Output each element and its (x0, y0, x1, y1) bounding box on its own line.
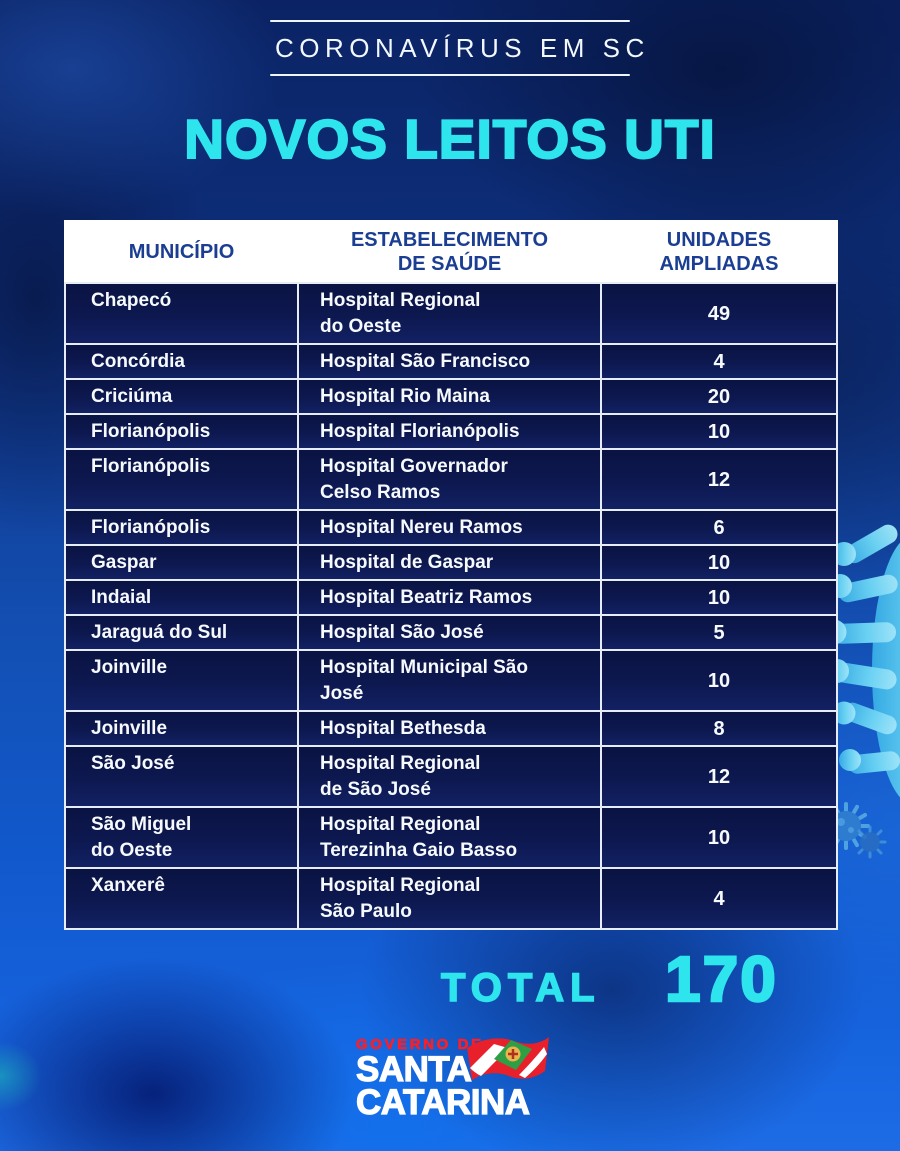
logo-name-line1: SANTA (355, 1050, 472, 1089)
table-header: MUNICÍPIO ESTABELECIMENTO DE SAÚDE UNIDA… (64, 220, 838, 284)
total-label: TOTAL (440, 965, 601, 1011)
table-header-row: MUNICÍPIO ESTABELECIMENTO DE SAÚDE UNIDA… (64, 220, 838, 284)
uti-beds-table: MUNICÍPIO ESTABELECIMENTO DE SAÚDE UNIDA… (64, 220, 838, 930)
table-row: Joinville Hospital Bethesda 8 (64, 710, 838, 747)
units-cell: 8 (600, 710, 838, 747)
units-cell: 49 (600, 282, 838, 345)
hospital-cell: Hospital São José (297, 614, 602, 651)
hospital-cell: Hospital Regional São Paulo (297, 867, 602, 930)
units-cell: 12 (600, 448, 838, 511)
hospital-cell: Hospital São Francisco (297, 343, 602, 380)
hospital-cell: Hospital Governador Celso Ramos (297, 448, 602, 511)
hospital-cell: Hospital Regional de São José (297, 745, 602, 808)
municipality-cell: Jaraguá do Sul (64, 614, 299, 651)
municipality-cell: Florianópolis (64, 413, 299, 450)
col-header-estabelecimento: ESTABELECIMENTO DE SAÚDE (297, 220, 602, 284)
table-row: Joinville Hospital Municipal São José 10 (64, 649, 838, 712)
santa-catarina-flag-icon (467, 1037, 549, 1080)
logo-name-line2: CATARINA (355, 1083, 530, 1122)
logo-kicker: GOVERNO DE (356, 1036, 484, 1054)
municipality-cell: São José (64, 745, 299, 808)
total-value: 170 (664, 942, 778, 1017)
municipality-cell: Joinville (64, 649, 299, 712)
units-cell: 10 (600, 806, 838, 869)
hospital-cell: Hospital Municipal São José (297, 649, 602, 712)
units-cell: 10 (600, 413, 838, 450)
municipality-cell: Concórdia (64, 343, 299, 380)
units-cell: 4 (600, 867, 838, 930)
table-row: São José Hospital Regional de São José 12 (64, 745, 838, 808)
municipality-cell: Xanxerê (64, 867, 299, 930)
units-cell: 5 (600, 614, 838, 651)
units-cell: 10 (600, 649, 838, 712)
units-cell: 4 (600, 343, 838, 380)
units-cell: 10 (600, 579, 838, 616)
col-header-municipio: MUNICÍPIO (64, 220, 299, 284)
table-row: Florianópolis Hospital Nereu Ramos 6 (64, 509, 838, 546)
col-header-unidades: UNIDADES AMPLIADAS (600, 220, 838, 284)
kicker-text: CORONAVÍRUS EM SC (275, 33, 650, 63)
hospital-cell: Hospital Rio Maina (297, 378, 602, 415)
municipality-cell: Indaial (64, 579, 299, 616)
municipality-cell: Criciúma (64, 378, 299, 415)
municipality-cell: Gaspar (64, 544, 299, 581)
hospital-cell: Hospital de Gaspar (297, 544, 602, 581)
units-cell: 20 (600, 378, 838, 415)
hospital-cell: Hospital Regional Terezinha Gaio Basso (297, 806, 602, 869)
municipality-cell: Chapecó (64, 282, 299, 345)
hospital-cell: Hospital Beatriz Ramos (297, 579, 602, 616)
hospital-cell: Hospital Nereu Ramos (297, 509, 602, 546)
units-cell: 12 (600, 745, 838, 808)
municipality-cell: São Miguel do Oeste (64, 806, 299, 869)
municipality-cell: Florianópolis (64, 509, 299, 546)
hospital-cell: Hospital Regional do Oeste (297, 282, 602, 345)
table-row: São Miguel do Oeste Hospital Regional Ter… (64, 806, 838, 869)
table-row: Florianópolis Hospital Governador Celso R… (64, 448, 838, 511)
governo-sc-logo: GOVERNO DE SANTA CATARINA (355, 1036, 566, 1122)
divider-line-bottom (270, 74, 630, 76)
table-row: Jaraguá do Sul Hospital São José 5 (64, 614, 838, 651)
kicker: CORONAVÍRUS EM SC (270, 20, 650, 76)
page-title: NOVOS LEITOS UTI (183, 107, 716, 171)
units-cell: 10 (600, 544, 838, 581)
municipality-cell: Florianópolis (64, 448, 299, 511)
table-row: Gaspar Hospital de Gaspar 10 (64, 544, 838, 581)
table-body: Chapecó Hospital Regional do Oeste 49 Concó… (64, 282, 838, 930)
table-row: Indaial Hospital Beatriz Ramos 10 (64, 579, 838, 616)
hospital-cell: Hospital Bethesda (297, 710, 602, 747)
table-row: Chapecó Hospital Regional do Oeste 49 (64, 282, 838, 345)
divider-line-top (270, 20, 630, 22)
table-row: Concórdia Hospital São Francisco 4 (64, 343, 838, 380)
table-row: Criciúma Hospital Rio Maina 20 (64, 378, 838, 415)
municipality-cell: Joinville (64, 710, 299, 747)
table-row: Florianópolis Hospital Florianópolis 10 (64, 413, 838, 450)
table-row: Xanxerê Hospital Regional São Paulo 4 (64, 867, 838, 930)
units-cell: 6 (600, 509, 838, 546)
hospital-cell: Hospital Florianópolis (297, 413, 602, 450)
